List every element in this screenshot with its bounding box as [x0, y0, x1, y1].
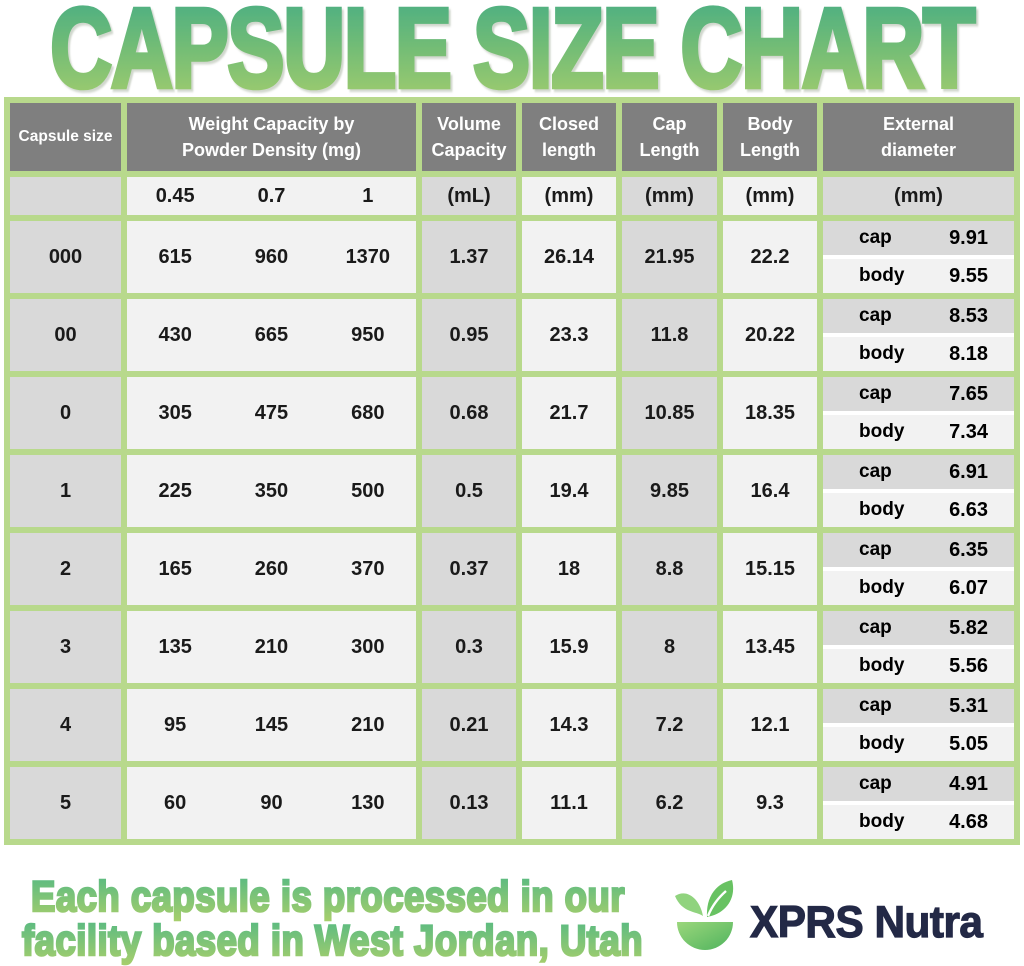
row-ext-body: body 5.56: [823, 649, 1014, 683]
header-weight-capacity: Weight Capacity by Powder Density (mg): [127, 103, 416, 171]
row-cap-length: 10.85: [622, 377, 717, 449]
row-capsule-size: 5: [10, 767, 121, 839]
header-external-diameter: External diameter: [823, 103, 1014, 171]
row-ext-body: body 5.05: [823, 727, 1014, 761]
units-cap: (mm): [622, 177, 717, 215]
row-volume: 0.3: [422, 611, 516, 683]
row-body-length: 15.15: [723, 533, 817, 605]
units-closed: (mm): [522, 177, 616, 215]
footer-line1: Each capsule is processed in our: [31, 873, 625, 920]
header-capsule-size: Capsule size: [10, 103, 121, 171]
row-external-diameter: cap 7.65 body 7.34: [823, 377, 1014, 449]
row-closed-length: 18: [522, 533, 616, 605]
units-body: (mm): [723, 177, 817, 215]
row-external-diameter: cap 6.35 body 6.07: [823, 533, 1014, 605]
header-body-length: Body Length: [723, 103, 817, 171]
row-ext-body: body 7.34: [823, 415, 1014, 449]
row-external-diameter: cap 9.91 body 9.55: [823, 221, 1014, 293]
size-table: Capsule size Weight Capacity by Powder De…: [4, 97, 1020, 845]
row-closed-length: 26.14: [522, 221, 616, 293]
row-ext-cap: cap 6.35: [823, 533, 1014, 567]
row-cap-length: 8.8: [622, 533, 717, 605]
page-title-text: CAPSULE SIZE CHART: [50, 0, 975, 97]
row-ext-cap: cap 7.65: [823, 377, 1014, 411]
row-volume: 0.21: [422, 689, 516, 761]
units-capsule-size: [10, 177, 121, 215]
row-weight-values: 615 960 1370: [127, 221, 416, 293]
row-cap-length: 21.95: [622, 221, 717, 293]
row-capsule-size: 1: [10, 455, 121, 527]
row-volume: 0.95: [422, 299, 516, 371]
units-densities: 0.45 0.7 1: [127, 177, 416, 215]
row-ext-cap: cap 8.53: [823, 299, 1014, 333]
row-closed-length: 21.7: [522, 377, 616, 449]
row-external-diameter: cap 6.91 body 6.63: [823, 455, 1014, 527]
row-weight-values: 430 665 950: [127, 299, 416, 371]
row-capsule-size: 00: [10, 299, 121, 371]
header-volume-capacity: Volume Capacity: [422, 103, 516, 171]
xprs-nutra-logo-icon: [675, 880, 734, 950]
footer: Each capsule is processed in our facilit…: [0, 845, 1024, 966]
row-ext-body: body 4.68: [823, 805, 1014, 839]
row-ext-body: body 9.55: [823, 259, 1014, 293]
row-capsule-size: 0: [10, 377, 121, 449]
row-body-length: 20.22: [723, 299, 817, 371]
row-closed-length: 11.1: [522, 767, 616, 839]
row-volume: 0.13: [422, 767, 516, 839]
row-cap-length: 8: [622, 611, 717, 683]
row-ext-cap: cap 5.82: [823, 611, 1014, 645]
row-weight-values: 95 145 210: [127, 689, 416, 761]
footer-line2: facility based in West Jordan, Utah: [22, 917, 643, 964]
row-external-diameter: cap 4.91 body 4.68: [823, 767, 1014, 839]
row-ext-body: body 8.18: [823, 337, 1014, 371]
row-ext-cap: cap 9.91: [823, 221, 1014, 255]
row-volume: 0.5: [422, 455, 516, 527]
row-cap-length: 9.85: [622, 455, 717, 527]
row-capsule-size: 4: [10, 689, 121, 761]
row-ext-body: body 6.07: [823, 571, 1014, 605]
header-cap-length: Cap Length: [622, 103, 717, 171]
row-external-diameter: cap 5.82 body 5.56: [823, 611, 1014, 683]
footer-graphics: Each capsule is processed in our facilit…: [21, 872, 985, 966]
row-external-diameter: cap 8.53 body 8.18: [823, 299, 1014, 371]
row-external-diameter: cap 5.31 body 5.05: [823, 689, 1014, 761]
row-ext-cap: cap 5.31: [823, 689, 1014, 723]
row-weight-values: 225 350 500: [127, 455, 416, 527]
row-weight-values: 135 210 300: [127, 611, 416, 683]
row-ext-cap: cap 6.91: [823, 455, 1014, 489]
row-closed-length: 15.9: [522, 611, 616, 683]
row-weight-values: 165 260 370: [127, 533, 416, 605]
row-capsule-size: 3: [10, 611, 121, 683]
row-weight-values: 60 90 130: [127, 767, 416, 839]
row-body-length: 13.45: [723, 611, 817, 683]
row-body-length: 16.4: [723, 455, 817, 527]
row-cap-length: 7.2: [622, 689, 717, 761]
row-body-length: 18.35: [723, 377, 817, 449]
brand-name: XPRS Nutra: [750, 898, 984, 947]
row-capsule-size: 000: [10, 221, 121, 293]
row-closed-length: 14.3: [522, 689, 616, 761]
row-body-length: 9.3: [723, 767, 817, 839]
row-ext-cap: cap 4.91: [823, 767, 1014, 801]
row-weight-values: 305 475 680: [127, 377, 416, 449]
row-capsule-size: 2: [10, 533, 121, 605]
row-closed-length: 19.4: [522, 455, 616, 527]
row-body-length: 22.2: [723, 221, 817, 293]
row-body-length: 12.1: [723, 689, 817, 761]
row-volume: 1.37: [422, 221, 516, 293]
row-volume: 0.37: [422, 533, 516, 605]
row-volume: 0.68: [422, 377, 516, 449]
row-closed-length: 23.3: [522, 299, 616, 371]
row-ext-body: body 6.63: [823, 493, 1014, 527]
page-title: CAPSULE SIZE CHART: [48, 0, 978, 97]
header-closed-length: Closed length: [522, 103, 616, 171]
units-volume: (mL): [422, 177, 516, 215]
units-external: (mm): [823, 177, 1014, 215]
row-cap-length: 6.2: [622, 767, 717, 839]
row-cap-length: 11.8: [622, 299, 717, 371]
